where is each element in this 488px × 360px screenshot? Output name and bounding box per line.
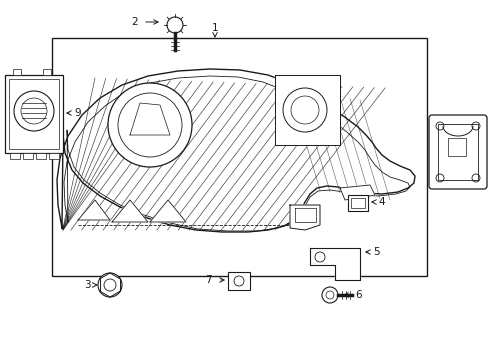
Circle shape bbox=[14, 91, 54, 131]
Circle shape bbox=[98, 273, 122, 297]
Polygon shape bbox=[112, 200, 148, 222]
Bar bbox=[36, 153, 46, 159]
Text: 4: 4 bbox=[377, 197, 384, 207]
Bar bbox=[5, 75, 63, 153]
Polygon shape bbox=[130, 103, 170, 135]
Bar bbox=[347, 195, 367, 211]
Text: 7: 7 bbox=[205, 275, 212, 285]
Bar bbox=[437, 124, 477, 180]
Polygon shape bbox=[294, 208, 315, 222]
Bar bbox=[447, 138, 465, 156]
Circle shape bbox=[321, 287, 337, 303]
Polygon shape bbox=[289, 205, 319, 230]
Bar bbox=[9, 79, 59, 149]
Text: 5: 5 bbox=[372, 247, 379, 257]
Bar bbox=[10, 153, 20, 159]
Polygon shape bbox=[57, 69, 414, 232]
Bar bbox=[23, 153, 33, 159]
Polygon shape bbox=[339, 185, 374, 200]
Text: 9: 9 bbox=[74, 108, 81, 118]
FancyBboxPatch shape bbox=[428, 115, 486, 189]
Polygon shape bbox=[78, 200, 110, 220]
Bar bbox=[49, 153, 59, 159]
Bar bbox=[13, 69, 21, 75]
Circle shape bbox=[283, 88, 326, 132]
Bar bbox=[43, 69, 51, 75]
Text: 2: 2 bbox=[131, 17, 138, 27]
Text: 6: 6 bbox=[354, 290, 361, 300]
Text: 3: 3 bbox=[84, 280, 91, 290]
Bar bbox=[350, 198, 364, 208]
Bar bbox=[52, 38, 426, 276]
Text: 8: 8 bbox=[439, 150, 446, 160]
Polygon shape bbox=[150, 200, 185, 222]
Polygon shape bbox=[274, 75, 339, 145]
Bar bbox=[227, 272, 249, 290]
Circle shape bbox=[167, 17, 183, 33]
Polygon shape bbox=[309, 248, 359, 280]
Circle shape bbox=[108, 83, 192, 167]
Text: 1: 1 bbox=[211, 23, 218, 33]
